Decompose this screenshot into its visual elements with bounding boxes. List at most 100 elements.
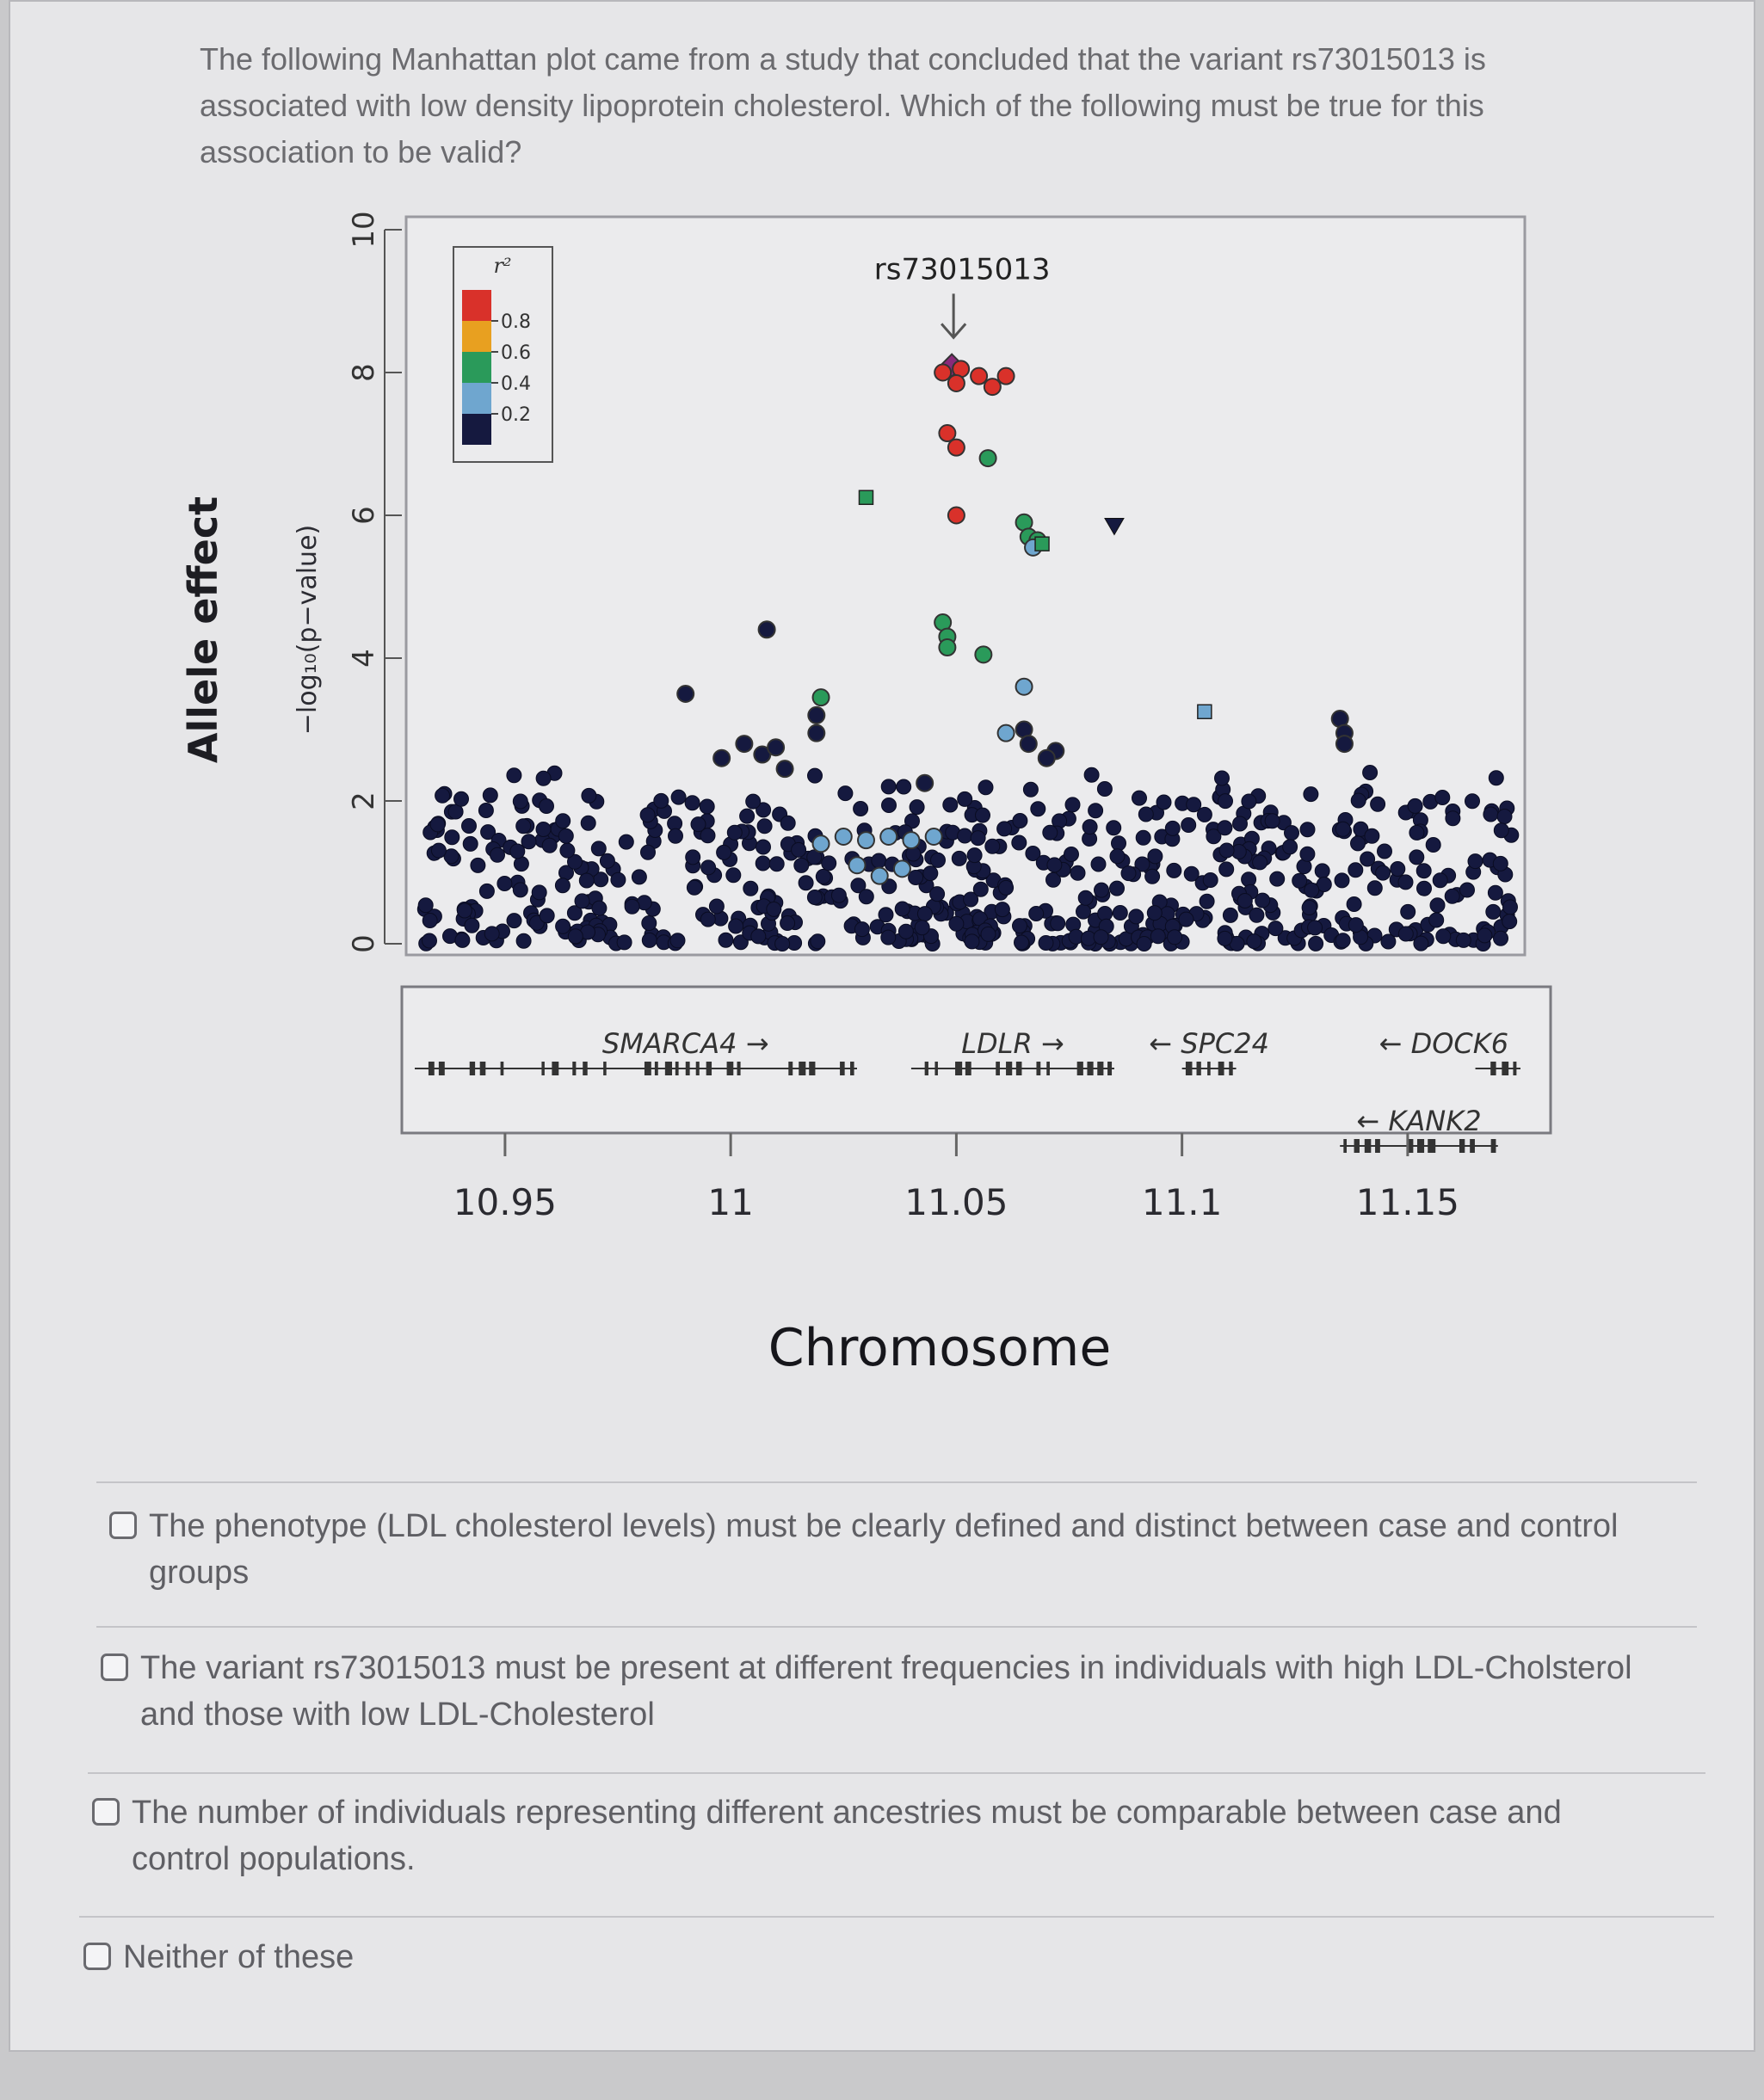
background-point bbox=[1112, 905, 1128, 921]
data-point bbox=[807, 705, 826, 724]
background-point bbox=[1132, 790, 1147, 806]
background-point bbox=[1445, 810, 1461, 827]
background-point bbox=[1217, 930, 1233, 946]
background-point bbox=[1218, 861, 1235, 878]
background-point bbox=[930, 852, 946, 868]
background-point bbox=[559, 842, 576, 859]
y-tick-label: 6 bbox=[347, 506, 381, 525]
background-point bbox=[454, 932, 471, 948]
background-point bbox=[1299, 846, 1316, 862]
exon bbox=[1490, 1139, 1496, 1153]
exon bbox=[428, 1062, 435, 1075]
background-point bbox=[1435, 928, 1452, 945]
option-ancestry[interactable]: The number of individuals representing d… bbox=[92, 1789, 1638, 1882]
exon bbox=[1459, 1139, 1465, 1153]
background-point bbox=[1042, 824, 1058, 841]
background-point bbox=[1267, 921, 1284, 937]
exon bbox=[1046, 1062, 1050, 1075]
background-point bbox=[1334, 872, 1350, 889]
legend-swatch bbox=[462, 290, 491, 321]
background-point bbox=[708, 898, 725, 915]
background-point bbox=[1252, 854, 1268, 871]
exon bbox=[965, 1062, 971, 1075]
background-point bbox=[1493, 930, 1508, 946]
background-point bbox=[1246, 933, 1262, 950]
background-point bbox=[461, 818, 477, 834]
legend-tick-label: 0.8 bbox=[501, 311, 531, 333]
option-frequency[interactable]: The variant rs73015013 must be present a… bbox=[101, 1645, 1646, 1738]
data-point bbox=[892, 859, 911, 878]
background-point bbox=[1150, 928, 1166, 945]
data-point bbox=[807, 724, 826, 742]
background-point bbox=[610, 871, 626, 888]
background-point bbox=[1167, 929, 1183, 945]
background-point bbox=[1416, 880, 1432, 896]
background-point bbox=[810, 933, 826, 950]
data-point bbox=[947, 438, 965, 457]
background-point bbox=[1485, 903, 1502, 920]
background-point bbox=[850, 878, 867, 894]
background-point bbox=[1046, 857, 1063, 873]
option-phenotype[interactable]: The phenotype (LDL cholesterol levels) m… bbox=[109, 1503, 1655, 1596]
background-point bbox=[1222, 907, 1238, 923]
radio-button[interactable] bbox=[109, 1512, 137, 1539]
data-point bbox=[947, 373, 965, 392]
background-point bbox=[853, 801, 869, 816]
background-point bbox=[728, 918, 744, 934]
option-neither[interactable]: Neither of these bbox=[83, 1934, 1629, 1980]
background-point bbox=[1147, 848, 1163, 865]
background-point bbox=[858, 889, 874, 905]
data-point bbox=[902, 831, 921, 850]
background-point bbox=[1109, 848, 1126, 865]
background-point bbox=[482, 787, 498, 804]
background-point bbox=[743, 880, 759, 896]
background-point bbox=[1022, 781, 1039, 798]
gene-label: LDLR → bbox=[961, 1027, 1064, 1060]
background-point bbox=[739, 808, 756, 824]
radio-button[interactable] bbox=[101, 1654, 128, 1681]
exon bbox=[541, 1062, 545, 1075]
exon bbox=[1196, 1062, 1201, 1075]
background-point bbox=[904, 813, 920, 829]
exon bbox=[1229, 1062, 1233, 1075]
gene-track-frame bbox=[400, 985, 1552, 1135]
background-point bbox=[558, 828, 574, 844]
exon bbox=[1502, 1062, 1509, 1075]
radio-button[interactable] bbox=[83, 1943, 111, 1970]
background-point bbox=[1502, 899, 1518, 915]
data-point bbox=[924, 828, 943, 846]
background-point bbox=[1106, 820, 1122, 836]
background-point bbox=[1096, 781, 1113, 797]
background-point bbox=[624, 898, 640, 915]
background-point bbox=[774, 936, 791, 951]
background-point bbox=[1011, 834, 1027, 851]
background-point bbox=[566, 905, 583, 921]
background-point bbox=[1493, 822, 1509, 839]
gene-label: ← DOCK6 bbox=[1379, 1027, 1509, 1060]
background-point bbox=[1083, 767, 1100, 783]
background-point bbox=[430, 842, 447, 859]
background-point bbox=[916, 906, 933, 922]
data-point bbox=[974, 645, 993, 664]
background-point bbox=[1413, 935, 1429, 951]
background-point bbox=[942, 797, 959, 813]
background-point bbox=[1038, 935, 1054, 951]
background-point bbox=[1109, 880, 1125, 896]
data-point-square bbox=[1034, 536, 1050, 551]
background-point bbox=[541, 837, 558, 853]
background-point bbox=[1196, 806, 1212, 822]
background-point bbox=[512, 793, 528, 810]
background-point bbox=[1375, 865, 1391, 881]
x-tick-label: 11.15 bbox=[1356, 1181, 1459, 1223]
x-tick-label: 11 bbox=[707, 1181, 753, 1223]
gene-track: SMARCA4 → LDLR → ← SPC24 ← DOCK6 ← KANK2 bbox=[415, 1027, 1520, 1153]
exon bbox=[737, 1062, 741, 1075]
background-point bbox=[1249, 907, 1265, 923]
background-point bbox=[1409, 824, 1425, 841]
radio-button[interactable] bbox=[92, 1798, 120, 1826]
background-point bbox=[1467, 853, 1483, 870]
background-point bbox=[880, 779, 897, 795]
background-point bbox=[512, 882, 528, 898]
chart-svg: Allele effect −log₁₀(p−value) 0 2 4 6 8 10 rs… bbox=[180, 211, 1552, 1378]
background-point bbox=[1090, 856, 1107, 872]
